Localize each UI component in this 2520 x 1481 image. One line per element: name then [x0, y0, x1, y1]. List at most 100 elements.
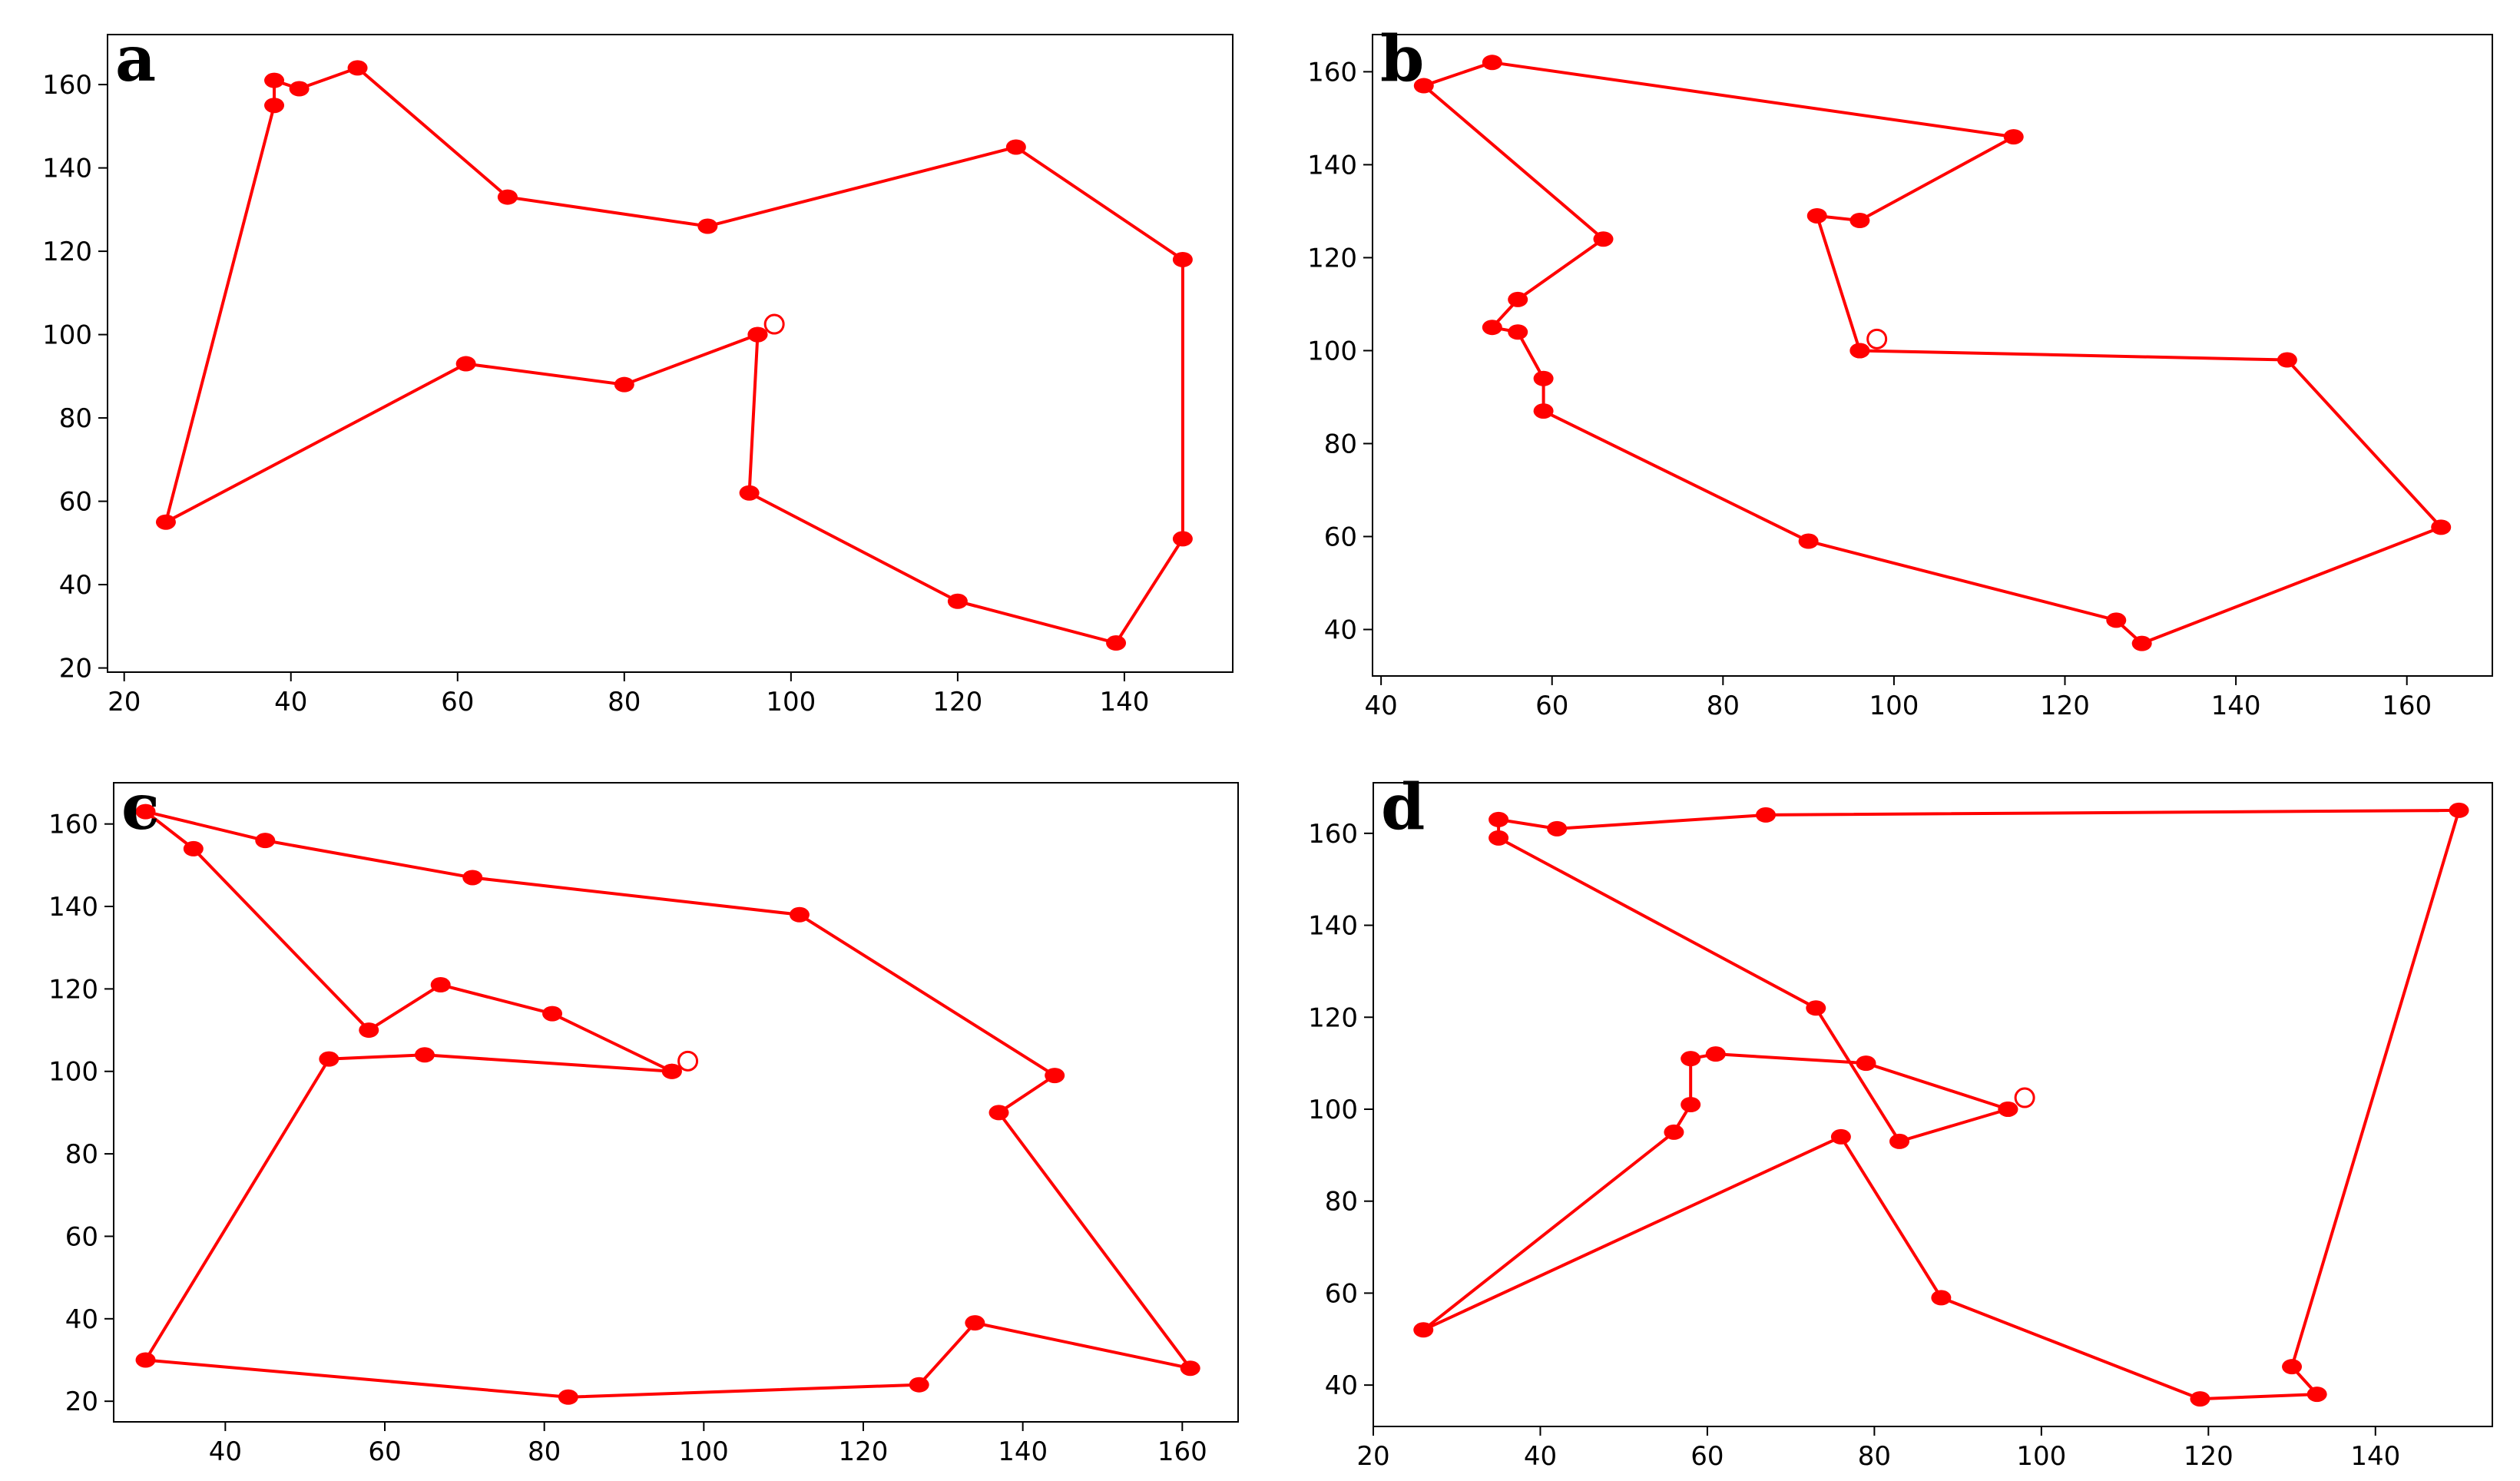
x-tick-label: 80: [1707, 691, 1740, 721]
route-line: [144, 810, 1192, 1399]
route-point: [1856, 1055, 1876, 1072]
x-tick-label: 120: [839, 1436, 889, 1467]
x-tick-label: 140: [2350, 1441, 2400, 1472]
route-point: [1798, 533, 1819, 549]
route-point: [1705, 1046, 1726, 1062]
start-marker: [763, 313, 785, 335]
x-tick-label: 40: [1524, 1441, 1557, 1472]
x-tick-label: 100: [1869, 691, 1919, 721]
route-point: [1482, 55, 1502, 71]
panel-d: 20 40 60 80 100 120 140 40 60 80 100 120 140 160 d: [1260, 740, 2520, 1481]
route-line: [1422, 61, 2443, 645]
route-point: [2449, 802, 2469, 818]
route-point: [1849, 343, 1870, 359]
chart-c: 40 60 80 100 120 140 160 20 40 60 80 100 120 140 160 c: [48, 770, 1239, 1467]
route-point: [1172, 531, 1193, 547]
y-tick-label: 100: [1307, 336, 1357, 366]
route-point: [430, 977, 451, 993]
plot-frame: [1373, 782, 2493, 1427]
x-tick-label: 40: [1364, 691, 1397, 721]
y-tick-label: 140: [1307, 150, 1357, 181]
route-point: [1180, 1360, 1200, 1377]
route-point: [2306, 1387, 2327, 1403]
route-point: [1106, 635, 1127, 651]
route-point: [965, 1315, 985, 1331]
y-tick-label: 80: [1324, 429, 1357, 459]
route-point: [319, 1051, 339, 1067]
x-tick-label: 120: [2184, 1441, 2234, 1472]
route-point: [947, 593, 968, 609]
route-point: [2190, 1391, 2210, 1407]
y-tick-label: 120: [1307, 243, 1357, 273]
y-tick-label: 120: [42, 237, 92, 267]
route-point: [909, 1377, 929, 1393]
x-tick-label: 80: [528, 1436, 561, 1467]
plot-frame: [107, 34, 1234, 673]
panel-c: 40 60 80 100 120 140 160 20 40 60 80 100 120 140 160 c: [0, 740, 1260, 1481]
x-tick-label: 120: [932, 687, 982, 717]
y-tick-label: 80: [1325, 1187, 1358, 1218]
y-tick-label: 160: [42, 70, 92, 101]
route-point: [2431, 519, 2452, 535]
start-marker: [2014, 1087, 2035, 1108]
y-tick-label: 160: [48, 810, 98, 840]
route-point: [1998, 1101, 2018, 1117]
plot-frame: [1372, 34, 2493, 677]
y-tick-label: 40: [1324, 615, 1357, 645]
route-point: [264, 72, 285, 88]
route-point: [1533, 370, 1554, 386]
x-tick-label: 120: [2040, 691, 2090, 721]
route-point: [1547, 820, 1568, 837]
route-point: [1756, 807, 1777, 823]
y-tick-label: 100: [1308, 1095, 1358, 1125]
y-tick-label: 80: [65, 1139, 98, 1170]
route-point: [1806, 207, 1827, 224]
y-tick-label: 140: [48, 892, 98, 923]
y-tick-label: 100: [48, 1057, 98, 1088]
y-tick-label: 80: [59, 403, 92, 434]
x-tick-label: 40: [209, 1436, 242, 1467]
x-tick-label: 60: [441, 687, 474, 717]
route-point: [347, 60, 368, 76]
y-tick-label: 120: [48, 974, 98, 1005]
x-tick-label: 100: [679, 1436, 729, 1467]
y-tick-label: 60: [59, 487, 92, 518]
route-point: [462, 870, 483, 886]
route-point: [1681, 1097, 1701, 1112]
route-point: [455, 356, 476, 372]
route-point: [1508, 291, 1528, 307]
chart-a: 20 40 60 80 100 120 140 20 40 60 80 100 120 140 160 a: [42, 22, 1234, 717]
route-point: [542, 1006, 563, 1022]
route-point: [747, 326, 768, 343]
x-tick-label: 100: [766, 687, 816, 717]
route-point: [1482, 320, 1502, 336]
route-point: [255, 833, 276, 849]
route-line: [1422, 808, 2461, 1401]
route-point: [1931, 1290, 1952, 1306]
start-marker: [677, 1050, 699, 1072]
route-point: [1488, 830, 1509, 846]
route-point: [264, 98, 285, 114]
route-point: [1413, 78, 1434, 94]
x-tick-label: 160: [2382, 691, 2432, 721]
panel-label: d: [1381, 770, 1425, 844]
y-tick-label: 60: [1324, 522, 1357, 552]
y-tick-label: 60: [65, 1221, 98, 1252]
route-point: [1849, 213, 1870, 229]
y-tick-label: 160: [1308, 819, 1358, 850]
y-tick-label: 100: [42, 320, 92, 351]
route-point: [1593, 231, 1614, 247]
route-point: [1681, 1051, 1701, 1067]
x-tick-label: 60: [1535, 691, 1568, 721]
route-point: [289, 81, 310, 97]
y-tick-label: 40: [65, 1304, 98, 1335]
y-tick-label: 60: [1325, 1278, 1358, 1309]
route-point: [1413, 1322, 1434, 1338]
route-point: [2282, 1359, 2303, 1375]
y-tick-label: 40: [1325, 1370, 1358, 1401]
x-tick-label: 140: [2211, 691, 2261, 721]
route-point: [135, 803, 156, 820]
route-point: [2131, 635, 2152, 651]
chart-d: 20 40 60 80 100 120 140 40 60 80 100 120 140 160 d: [1308, 770, 2493, 1472]
route-point: [1830, 1128, 1851, 1145]
